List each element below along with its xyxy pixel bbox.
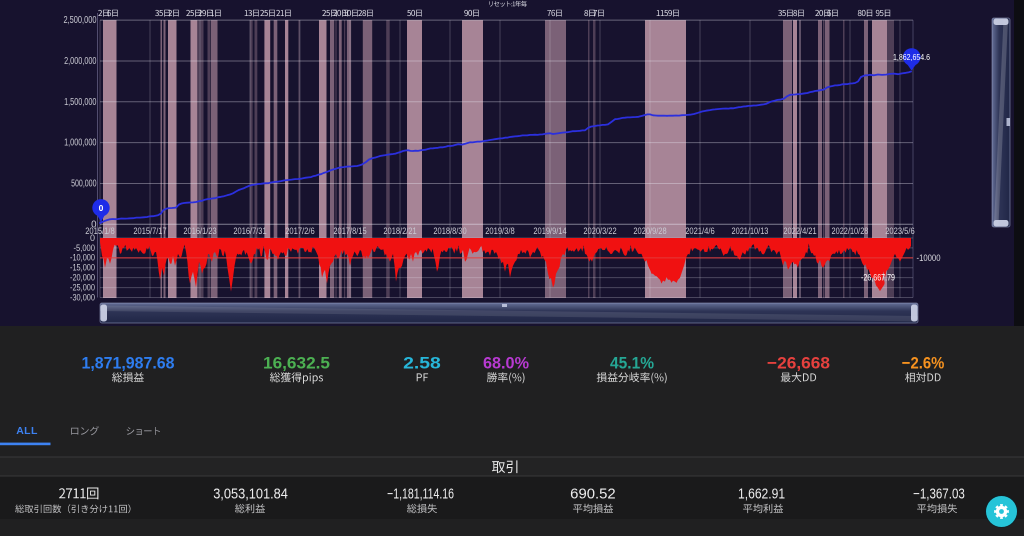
svg-text:2022/4/21: 2022/4/21: [783, 226, 816, 236]
svg-text:690.52: 690.52: [570, 486, 616, 502]
svg-text:1,871,987.68: 1,871,987.68: [82, 354, 175, 373]
svg-text:2019/9/14: 2019/9/14: [533, 226, 566, 236]
svg-text:2018/2/21: 2018/2/21: [383, 226, 416, 236]
svg-text:1,000,000: 1,000,000: [64, 138, 97, 149]
svg-text:16,632.5: 16,632.5: [263, 354, 330, 373]
svg-text:68.0%: 68.0%: [483, 354, 529, 373]
svg-text:2020/3/22: 2020/3/22: [583, 226, 616, 236]
svg-text:45.1%: 45.1%: [610, 354, 654, 373]
svg-text:−2.6%: −2.6%: [902, 354, 945, 373]
svg-text:2016/7/31: 2016/7/31: [233, 226, 266, 236]
svg-text:-10000: -10000: [917, 253, 941, 264]
svg-text:0: 0: [91, 219, 97, 230]
svg-text:−26,668: −26,668: [767, 354, 830, 373]
svg-text:500,000: 500,000: [71, 179, 97, 190]
svg-text:0: 0: [90, 233, 95, 243]
svg-text:2,000,000: 2,000,000: [64, 56, 97, 67]
svg-text:1,862,654.6: 1,862,654.6: [893, 53, 930, 62]
svg-text:-26,667.79: -26,667.79: [861, 273, 895, 283]
svg-text:1,662.91: 1,662.91: [738, 486, 785, 502]
svg-text:2022/10/28: 2022/10/28: [832, 226, 869, 236]
svg-text:2,500,000: 2,500,000: [64, 15, 97, 26]
svg-text:2021/4/6: 2021/4/6: [685, 226, 715, 236]
svg-text:2015/1/8: 2015/1/8: [85, 226, 115, 236]
svg-text:ALL: ALL: [16, 425, 38, 437]
svg-text:2017/2/6: 2017/2/6: [285, 226, 315, 236]
svg-text:1,500,000: 1,500,000: [64, 97, 97, 108]
svg-text:3,053,101.84: 3,053,101.84: [213, 486, 288, 502]
svg-text:-5,000: -5,000: [74, 243, 96, 253]
svg-text:-30,000: -30,000: [70, 292, 95, 302]
svg-text:2017/8/15: 2017/8/15: [333, 226, 366, 236]
svg-text:-10,000: -10,000: [70, 253, 95, 263]
svg-text:0: 0: [99, 203, 104, 213]
svg-text:−1,181,114.16: −1,181,114.16: [387, 486, 454, 502]
svg-text:2015/7/17: 2015/7/17: [133, 226, 166, 236]
svg-text:2.58: 2.58: [403, 354, 441, 373]
svg-text:-25,000: -25,000: [70, 283, 95, 293]
svg-text:2021/10/13: 2021/10/13: [732, 226, 769, 236]
svg-text:-15,000: -15,000: [70, 263, 95, 273]
svg-text:2020/9/28: 2020/9/28: [633, 226, 666, 236]
svg-text:-20,000: -20,000: [70, 273, 95, 283]
svg-text:2019/3/8: 2019/3/8: [485, 226, 515, 236]
svg-text:2023/5/6: 2023/5/6: [885, 226, 915, 236]
svg-text:2016/1/23: 2016/1/23: [183, 226, 216, 236]
svg-text:2018/8/30: 2018/8/30: [433, 226, 466, 236]
svg-text:−1,367.03: −1,367.03: [913, 486, 965, 502]
